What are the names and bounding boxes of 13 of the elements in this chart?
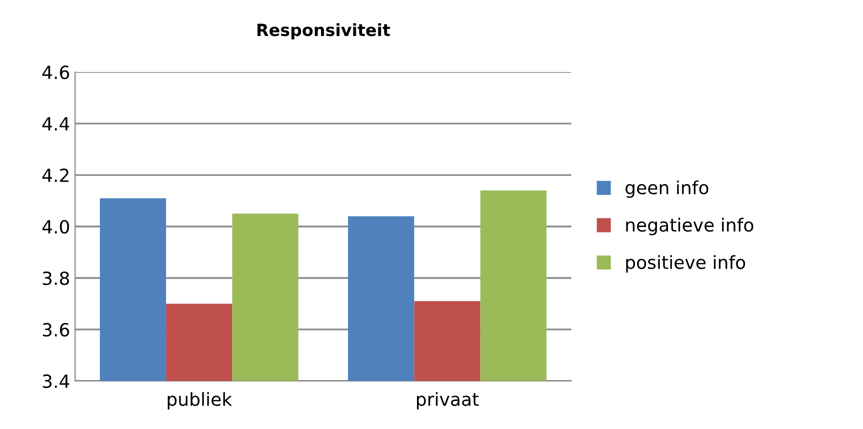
y-tick-label: 4.0	[42, 220, 70, 234]
y-tick-label: 4.4	[42, 117, 70, 130]
y-tick-label: 4.2	[42, 168, 68, 182]
legend-label: negatieve info	[626, 218, 754, 236]
y-tick-label: 3.8	[42, 271, 69, 286]
legend-label: positieve info	[626, 255, 746, 273]
y-tick-label: 4.6	[42, 66, 70, 80]
x-tick-label: publiek	[168, 392, 232, 410]
legend-label: geen info	[626, 180, 708, 198]
y-tick-label: 3.4	[42, 374, 70, 388]
y-tick-label: 3.6	[42, 322, 70, 337]
x-tick-label: privaat	[416, 392, 479, 410]
chart-title: Responsiviteit	[257, 23, 390, 40]
